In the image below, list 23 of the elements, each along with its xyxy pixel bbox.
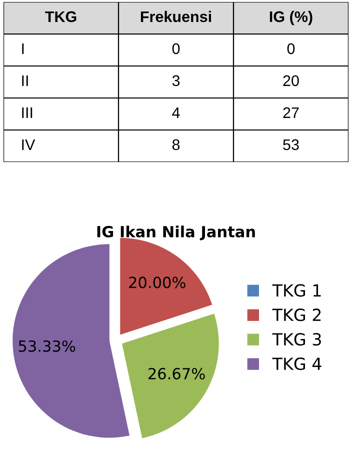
category-label: IV bbox=[22, 139, 36, 150]
data-label: 20.00% bbox=[129, 276, 186, 288]
category-label: III bbox=[22, 107, 32, 118]
data-label: 8 bbox=[172, 139, 180, 150]
data-label: 4 bbox=[172, 107, 180, 118]
text: TKG bbox=[45, 11, 76, 22]
data-label: 0 bbox=[287, 43, 295, 54]
data-label: 26.67% bbox=[148, 368, 205, 380]
text: Frekuensi bbox=[140, 10, 212, 22]
legend-label: TKG 3 bbox=[272, 333, 321, 346]
data-label: 0 bbox=[172, 43, 180, 54]
category-label: I bbox=[22, 43, 24, 54]
data-label: 53 bbox=[283, 139, 299, 150]
text: IG (%) bbox=[270, 10, 312, 26]
legend-label: TKG 2 bbox=[272, 308, 321, 322]
data-label: 53.33% bbox=[18, 340, 76, 352]
legend-label: TKG 4 bbox=[272, 357, 322, 370]
chart-title: IG Ikan Nila Jantan bbox=[97, 226, 255, 240]
data-label: 27 bbox=[283, 107, 299, 118]
legend-label: TKG 1 bbox=[272, 284, 321, 297]
category-label: II bbox=[22, 75, 28, 86]
data-label: 3 bbox=[172, 75, 180, 86]
data-label: 20 bbox=[283, 75, 299, 86]
